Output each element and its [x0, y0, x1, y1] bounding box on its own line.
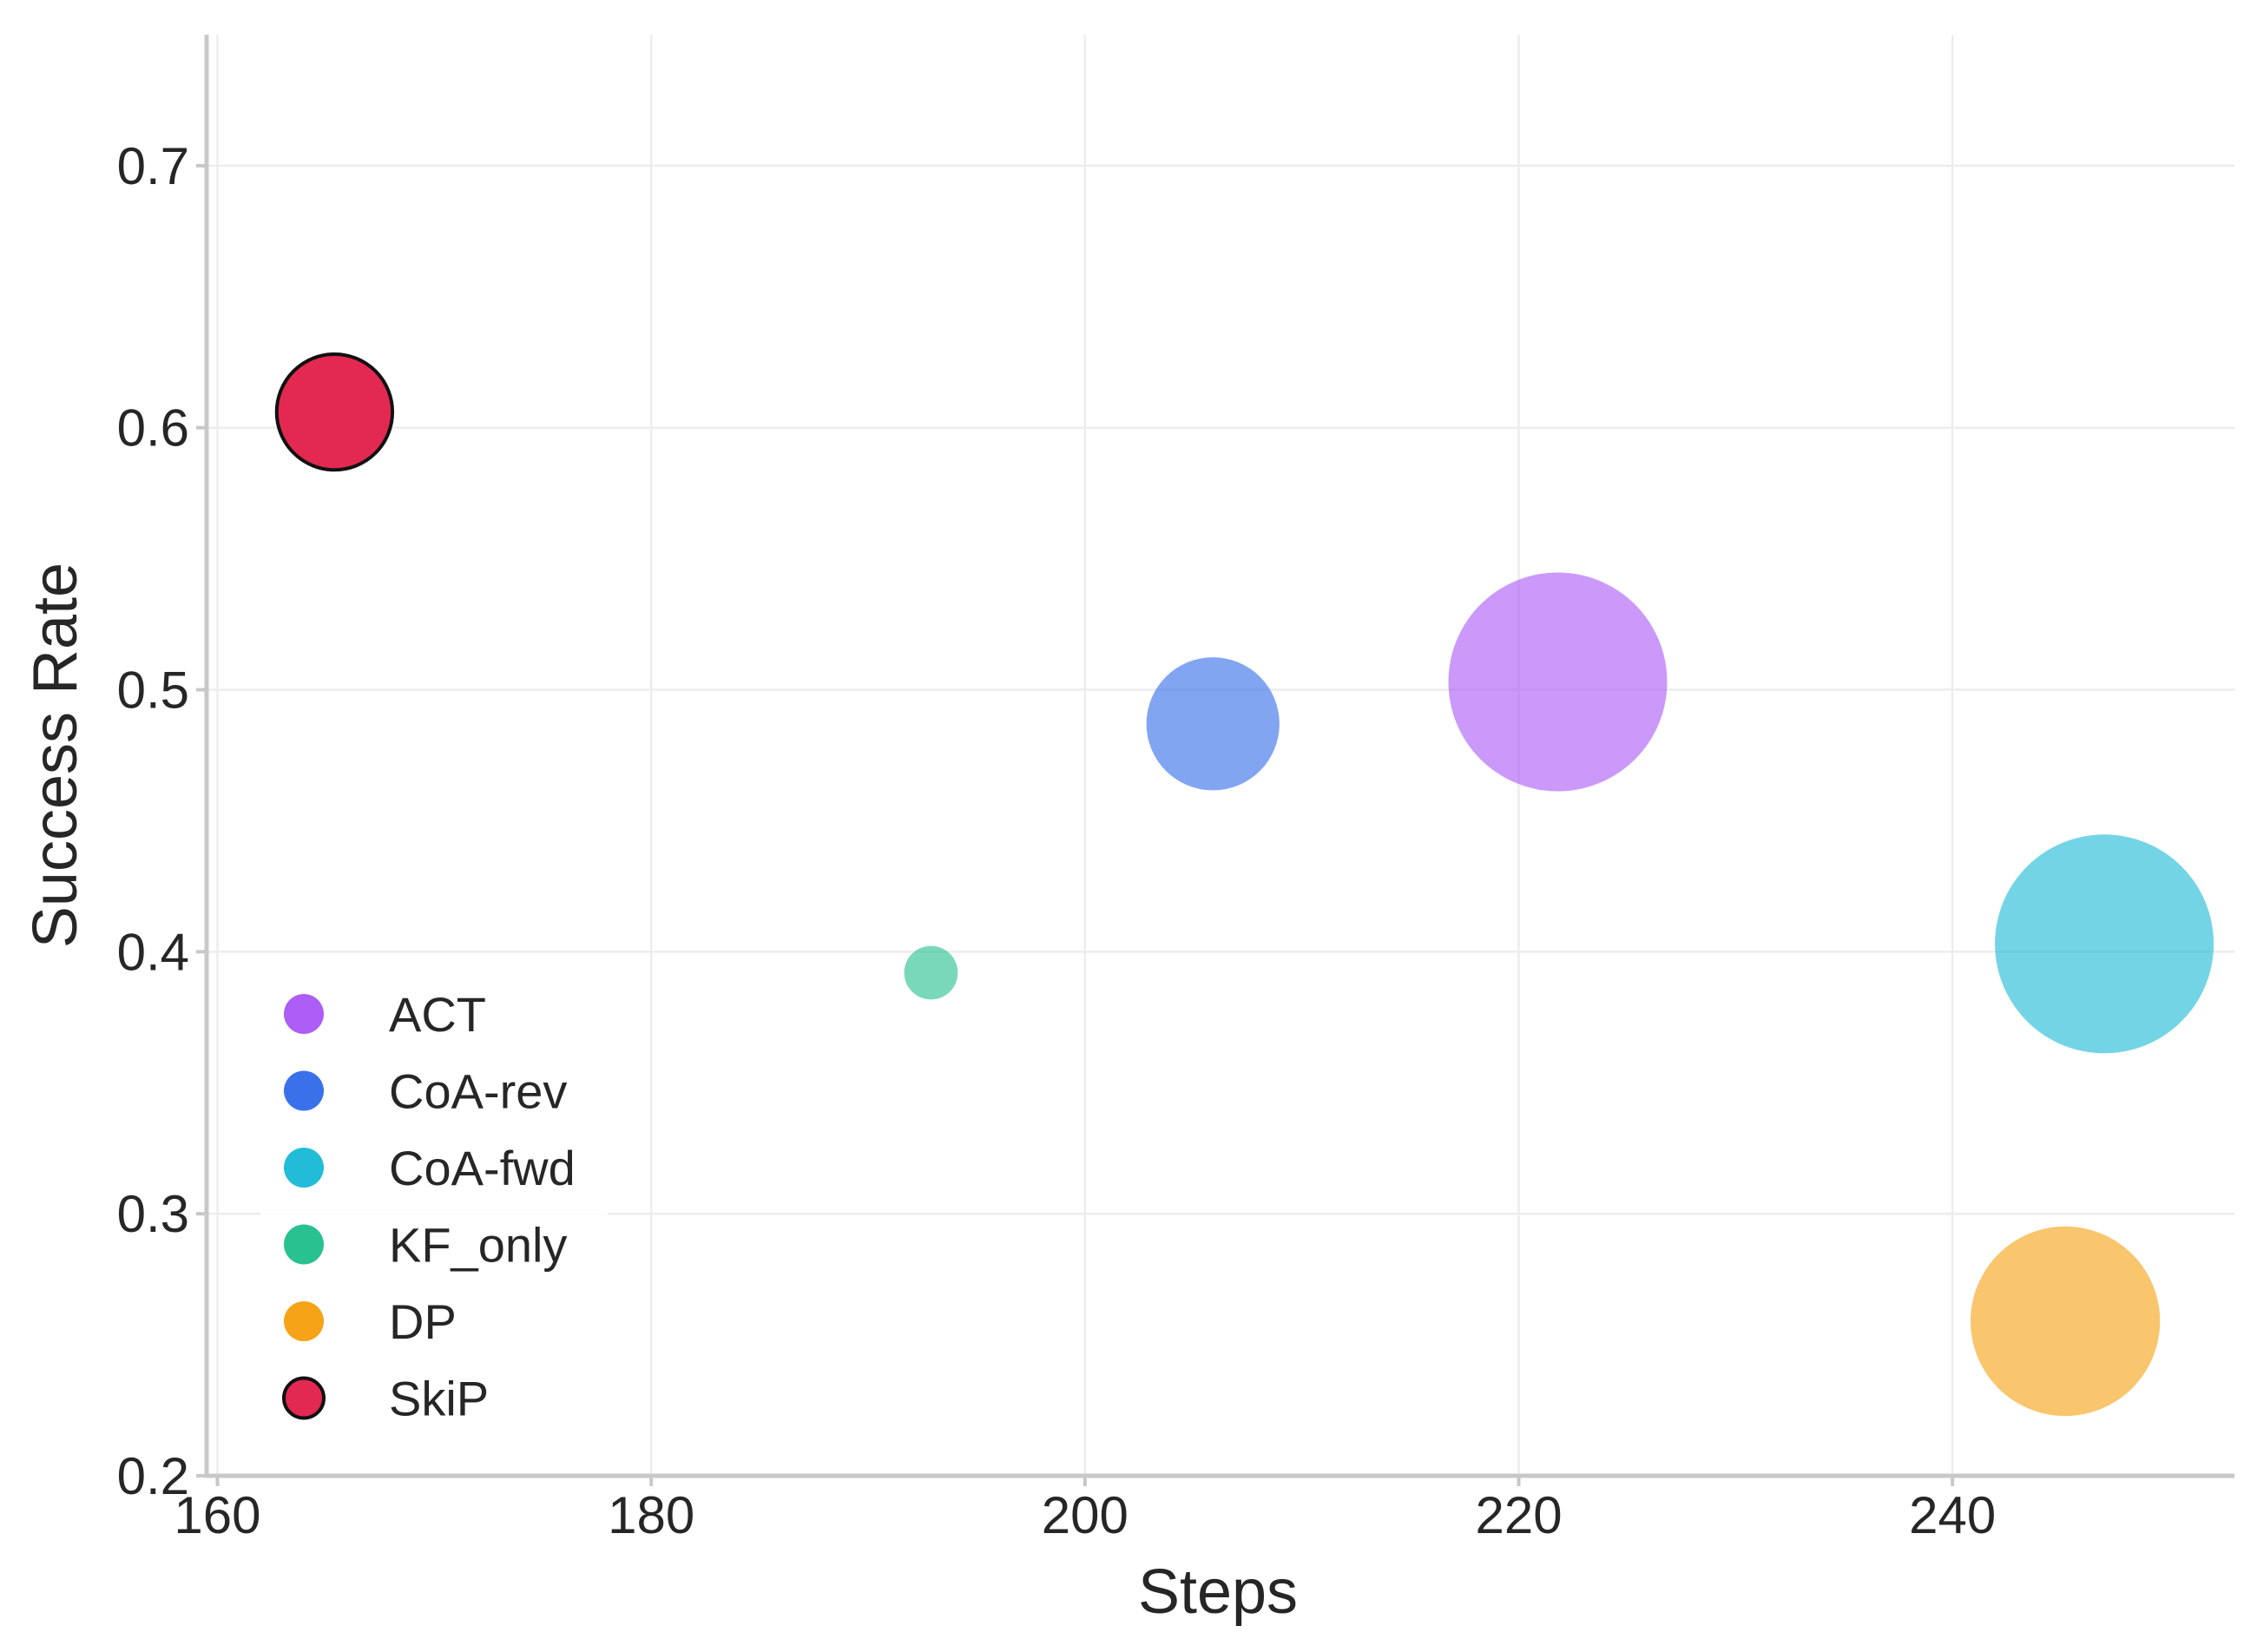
legend-marker-coa-rev — [284, 1070, 324, 1111]
legend-label-dp: DP — [389, 1294, 457, 1349]
axes — [204, 35, 2234, 1478]
x-axis-title: Steps — [1138, 1557, 1298, 1627]
bubble-coa-fwd — [1995, 834, 2214, 1054]
y-tick-label: 0.6 — [117, 399, 189, 457]
bubble-act — [1448, 572, 1668, 792]
y-tick-label: 0.5 — [117, 661, 189, 720]
legend-marker-coa-fwd — [284, 1148, 324, 1188]
legend-label-kf-only: KF_only — [389, 1218, 567, 1273]
data-bubbles — [274, 352, 2214, 1417]
x-tick-label: 180 — [608, 1486, 694, 1544]
y-tick-label: 0.3 — [117, 1185, 189, 1243]
legend-marker-dp — [284, 1301, 324, 1341]
legend-marker-kf-only — [284, 1224, 324, 1265]
legend-marker-act — [284, 994, 324, 1034]
bubble-dp — [1971, 1226, 2161, 1417]
legend: ACT CoA-rev CoA-fwd KF_only DP SkiP — [260, 972, 608, 1441]
x-tick-label: 160 — [174, 1486, 260, 1544]
y-tick-label: 0.4 — [117, 923, 189, 981]
x-tick-label: 240 — [1909, 1486, 1996, 1544]
y-axis-title: Success Rate — [21, 563, 90, 948]
tick-labels: 160 180 200 220 240 0.2 0.3 0.4 0.5 0.6 0.7 — [117, 137, 1997, 1544]
legend-label-coa-fwd: CoA-fwd — [389, 1141, 576, 1195]
y-tick-label: 0.7 — [117, 137, 189, 195]
legend-label-act: ACT — [389, 987, 486, 1042]
bubble-coa-rev — [1146, 657, 1280, 791]
y-tick-label: 0.2 — [117, 1447, 189, 1505]
x-tick-label: 200 — [1042, 1486, 1128, 1544]
bubble-kf-only — [904, 945, 958, 1000]
x-tick-label: 220 — [1475, 1486, 1562, 1544]
legend-background — [260, 972, 608, 1441]
legend-marker-skip — [282, 1376, 326, 1420]
legend-label-skip: SkiP — [389, 1372, 489, 1426]
bubble-skip — [274, 352, 395, 472]
legend-label-coa-rev: CoA-rev — [389, 1064, 567, 1119]
